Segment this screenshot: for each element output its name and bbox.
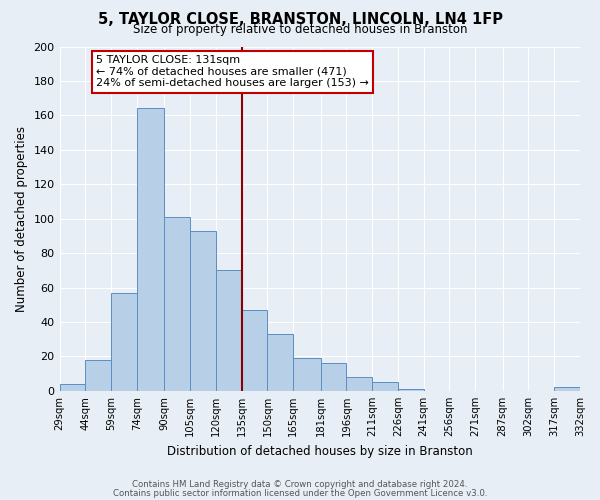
Bar [190, 231, 216, 391]
Y-axis label: Number of detached properties: Number of detached properties [15, 126, 28, 312]
Text: Contains public sector information licensed under the Open Government Licence v3: Contains public sector information licen… [113, 488, 487, 498]
X-axis label: Distribution of detached houses by size in Branston: Distribution of detached houses by size … [167, 444, 473, 458]
Bar [137, 108, 164, 391]
Bar [111, 293, 137, 391]
Text: 5, TAYLOR CLOSE, BRANSTON, LINCOLN, LN4 1FP: 5, TAYLOR CLOSE, BRANSTON, LINCOLN, LN4 … [97, 12, 503, 28]
Bar [554, 388, 580, 391]
Bar [320, 364, 346, 391]
Bar [293, 358, 320, 391]
Text: Size of property relative to detached houses in Branston: Size of property relative to detached ho… [133, 22, 467, 36]
Bar [346, 377, 372, 391]
Bar [268, 334, 293, 391]
Bar [398, 389, 424, 391]
Text: 5 TAYLOR CLOSE: 131sqm
← 74% of detached houses are smaller (471)
24% of semi-de: 5 TAYLOR CLOSE: 131sqm ← 74% of detached… [96, 55, 369, 88]
Text: Contains HM Land Registry data © Crown copyright and database right 2024.: Contains HM Land Registry data © Crown c… [132, 480, 468, 489]
Bar [164, 217, 190, 391]
Bar [85, 360, 111, 391]
Bar [372, 382, 398, 391]
Bar [216, 270, 242, 391]
Bar [242, 310, 268, 391]
Bar [59, 384, 85, 391]
